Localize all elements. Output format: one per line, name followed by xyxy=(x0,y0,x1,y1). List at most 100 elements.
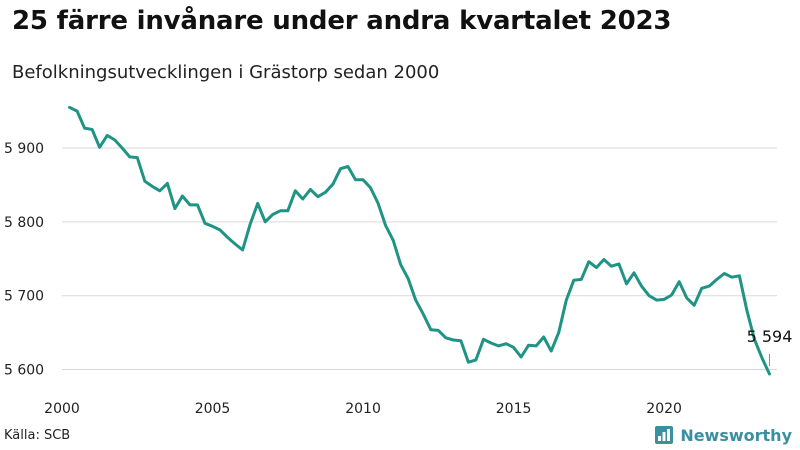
data-point xyxy=(322,189,328,195)
data-point xyxy=(179,193,185,199)
data-point xyxy=(458,338,464,344)
data-point xyxy=(420,311,426,317)
data-point xyxy=(119,145,125,151)
data-point xyxy=(307,186,313,192)
y-tick-label: 5 700 xyxy=(4,289,44,305)
data-point xyxy=(315,194,321,200)
data-point xyxy=(127,154,133,160)
data-point xyxy=(496,343,502,349)
data-point xyxy=(210,223,216,229)
data-point xyxy=(300,196,306,202)
data-point xyxy=(345,164,351,170)
data-point xyxy=(631,270,637,276)
x-axis-ticks: 2000 2005 2010 2015 2020 xyxy=(44,401,682,417)
data-point xyxy=(699,285,705,291)
data-point xyxy=(217,227,223,233)
data-point xyxy=(526,342,532,348)
data-point xyxy=(405,276,411,282)
data-point xyxy=(473,357,479,363)
data-point xyxy=(661,296,667,302)
data-point xyxy=(518,354,524,360)
data-point xyxy=(714,276,720,282)
data-point xyxy=(578,276,584,282)
data-point xyxy=(67,104,73,110)
data-point xyxy=(571,277,577,283)
data-point xyxy=(225,234,231,240)
data-point xyxy=(744,308,750,314)
data-point xyxy=(616,261,622,267)
data-point xyxy=(292,188,298,194)
data-point xyxy=(82,125,88,131)
data-point xyxy=(232,241,238,247)
x-tick-label: 2010 xyxy=(345,401,381,417)
x-tick-label: 2020 xyxy=(646,401,682,417)
data-point xyxy=(435,327,441,333)
bar-chart-icon xyxy=(654,425,674,445)
data-point xyxy=(503,341,509,347)
data-point xyxy=(443,335,449,341)
data-point xyxy=(149,183,155,189)
annotations: 5 594 xyxy=(747,327,793,366)
y-tick-label: 5 900 xyxy=(4,141,44,157)
data-point xyxy=(202,220,208,226)
data-point xyxy=(586,259,592,265)
data-point xyxy=(277,208,283,214)
x-tick-label: 2005 xyxy=(195,401,231,417)
data-point xyxy=(465,359,471,365)
data-point xyxy=(270,212,276,218)
data-point xyxy=(383,223,389,229)
data-point xyxy=(164,180,170,186)
series-lines xyxy=(68,105,771,376)
data-points xyxy=(67,104,773,377)
data-point xyxy=(112,137,118,143)
data-point xyxy=(541,334,547,340)
data-point xyxy=(134,155,140,161)
data-point xyxy=(639,283,645,289)
data-point xyxy=(330,181,336,187)
data-point xyxy=(654,297,660,303)
data-point xyxy=(255,200,261,206)
x-tick-label: 2015 xyxy=(496,401,532,417)
y-tick-label: 5 600 xyxy=(4,363,44,379)
x-tick-label: 2000 xyxy=(44,401,80,417)
data-point xyxy=(624,281,630,287)
data-point xyxy=(89,127,95,133)
data-point xyxy=(142,178,148,184)
data-point xyxy=(353,177,359,183)
data-point xyxy=(157,188,163,194)
data-point xyxy=(450,337,456,343)
data-point xyxy=(593,265,599,271)
data-point xyxy=(375,200,381,206)
chart-title: 25 färre invånare under andra kvartalet … xyxy=(12,6,672,36)
data-point xyxy=(706,283,712,289)
data-point xyxy=(767,371,773,377)
data-point xyxy=(608,263,614,269)
y-tick-label: 5 800 xyxy=(4,215,44,231)
brand-name: Newsworthy xyxy=(680,425,792,445)
data-point xyxy=(262,219,268,225)
data-point xyxy=(247,221,253,227)
data-point xyxy=(338,166,344,172)
data-point xyxy=(556,330,562,336)
data-point xyxy=(721,271,727,277)
last-value-label: 5 594 xyxy=(747,327,793,346)
data-point xyxy=(74,108,80,114)
y-axis-ticks: 5 600 5 700 5 800 5 900 xyxy=(4,141,44,379)
data-point xyxy=(759,355,765,361)
series-line-0 xyxy=(68,105,771,376)
data-point xyxy=(548,348,554,354)
source-note: Källa: SCB xyxy=(4,428,71,443)
data-point xyxy=(172,206,178,212)
brand-logo: Newsworthy xyxy=(654,425,792,445)
data-point xyxy=(676,279,682,285)
data-point xyxy=(669,292,675,298)
data-point xyxy=(398,262,404,268)
data-point xyxy=(684,295,690,301)
data-point xyxy=(428,327,434,333)
data-point xyxy=(368,185,374,191)
data-point xyxy=(563,297,569,303)
data-point xyxy=(736,273,742,279)
data-point xyxy=(104,132,110,138)
data-point xyxy=(360,177,366,183)
